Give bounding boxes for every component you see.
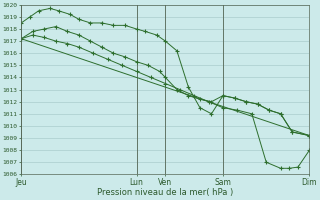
X-axis label: Pression niveau de la mer( hPa ): Pression niveau de la mer( hPa ) — [97, 188, 234, 197]
